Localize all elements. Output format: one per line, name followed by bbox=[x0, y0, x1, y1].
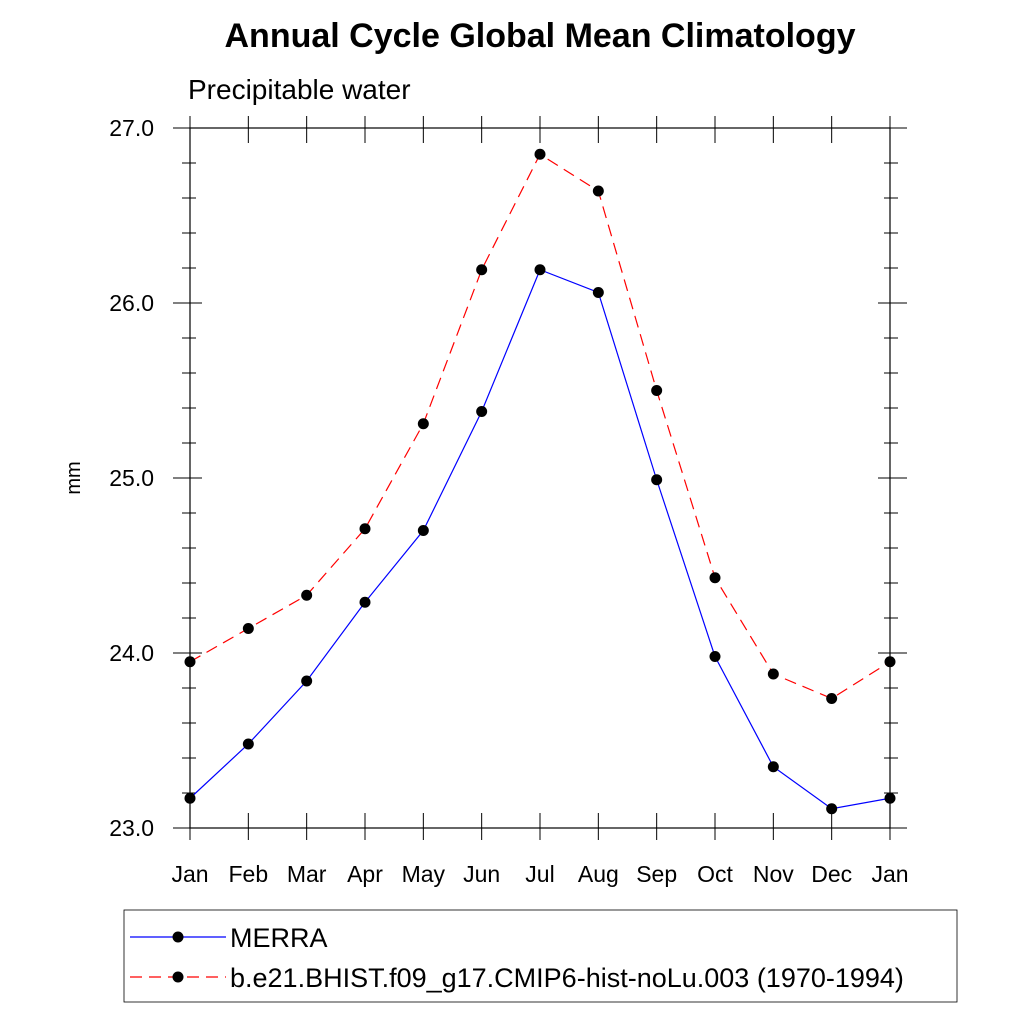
data-point-0 bbox=[651, 474, 663, 486]
axis-ticks bbox=[173, 116, 907, 840]
x-tick-label: Jan bbox=[171, 861, 208, 887]
series-line-0 bbox=[189, 268, 891, 810]
x-tick-label: Oct bbox=[697, 861, 733, 887]
data-point-0 bbox=[476, 406, 488, 417]
y-tick-label: 24.0 bbox=[109, 640, 154, 666]
x-tick-label: Aug bbox=[578, 861, 619, 887]
data-point-0 bbox=[826, 803, 838, 815]
y-tick-label: 26.0 bbox=[109, 290, 154, 316]
y-tick-labels: 23.0 24.0 25.0 26.0 27.0 bbox=[109, 115, 154, 841]
y-tick-label: 27.0 bbox=[109, 115, 154, 141]
x-tick-label: Jun bbox=[463, 861, 500, 887]
data-point-1 bbox=[184, 656, 196, 668]
data-point-1 bbox=[534, 148, 546, 160]
y-axis-label: mm bbox=[63, 461, 85, 494]
x-tick-label: Jan bbox=[871, 861, 908, 887]
x-tick-labels: Jan Feb Mar Apr May Jun Jul Aug Sep Oct Nov Dec Jan bbox=[171, 861, 908, 887]
chart-subtitle: Precipitable water bbox=[188, 74, 411, 105]
legend-label-1: b.e21.BHIST.f09_g17.CMIP6-hist-noLu.003 … bbox=[230, 963, 904, 993]
data-point-0 bbox=[417, 525, 429, 536]
data-point-0 bbox=[184, 792, 196, 804]
data-point-1 bbox=[301, 589, 313, 601]
legend: MERRA b.e21.BHIST.f09_g17.CMIP6-hist-noLu… bbox=[130, 923, 904, 993]
legend-marker-1 bbox=[172, 971, 184, 983]
x-tick-label: Feb bbox=[229, 861, 269, 887]
data-point-1 bbox=[417, 418, 429, 430]
data-point-1 bbox=[242, 623, 254, 634]
data-point-0 bbox=[242, 738, 254, 750]
series-lines bbox=[189, 153, 891, 810]
data-point-1 bbox=[767, 668, 779, 680]
x-tick-label: Nov bbox=[753, 861, 794, 887]
x-tick-label: May bbox=[402, 861, 446, 887]
data-point-0 bbox=[709, 651, 721, 662]
data-point-1 bbox=[592, 185, 604, 197]
data-point-1 bbox=[884, 656, 896, 668]
data-point-0 bbox=[534, 264, 546, 276]
data-point-1 bbox=[709, 572, 721, 584]
x-tick-label: Sep bbox=[636, 861, 677, 887]
data-point-1 bbox=[476, 264, 488, 276]
plot-frame bbox=[189, 127, 891, 829]
y-tick-label: 23.0 bbox=[109, 815, 154, 841]
data-point-0 bbox=[592, 287, 604, 298]
data-point-0 bbox=[884, 792, 896, 804]
series-line-1 bbox=[189, 153, 891, 700]
data-point-0 bbox=[767, 761, 779, 773]
data-point-1 bbox=[651, 385, 663, 396]
legend-label-0: MERRA bbox=[230, 923, 328, 953]
x-tick-label: Dec bbox=[811, 861, 852, 887]
x-tick-label: Jul bbox=[525, 861, 554, 887]
data-point-0 bbox=[359, 596, 371, 608]
legend-marker-0 bbox=[172, 931, 184, 943]
y-tick-label: 25.0 bbox=[109, 465, 154, 491]
data-point-1 bbox=[359, 523, 371, 535]
data-point-1 bbox=[826, 693, 838, 704]
legend-box bbox=[123, 909, 958, 1003]
x-tick-label: Apr bbox=[347, 861, 383, 887]
data-point-0 bbox=[301, 675, 313, 687]
x-tick-label: Mar bbox=[287, 861, 327, 887]
chart-title: Annual Cycle Global Mean Climatology bbox=[225, 17, 856, 55]
series-markers bbox=[184, 148, 896, 815]
